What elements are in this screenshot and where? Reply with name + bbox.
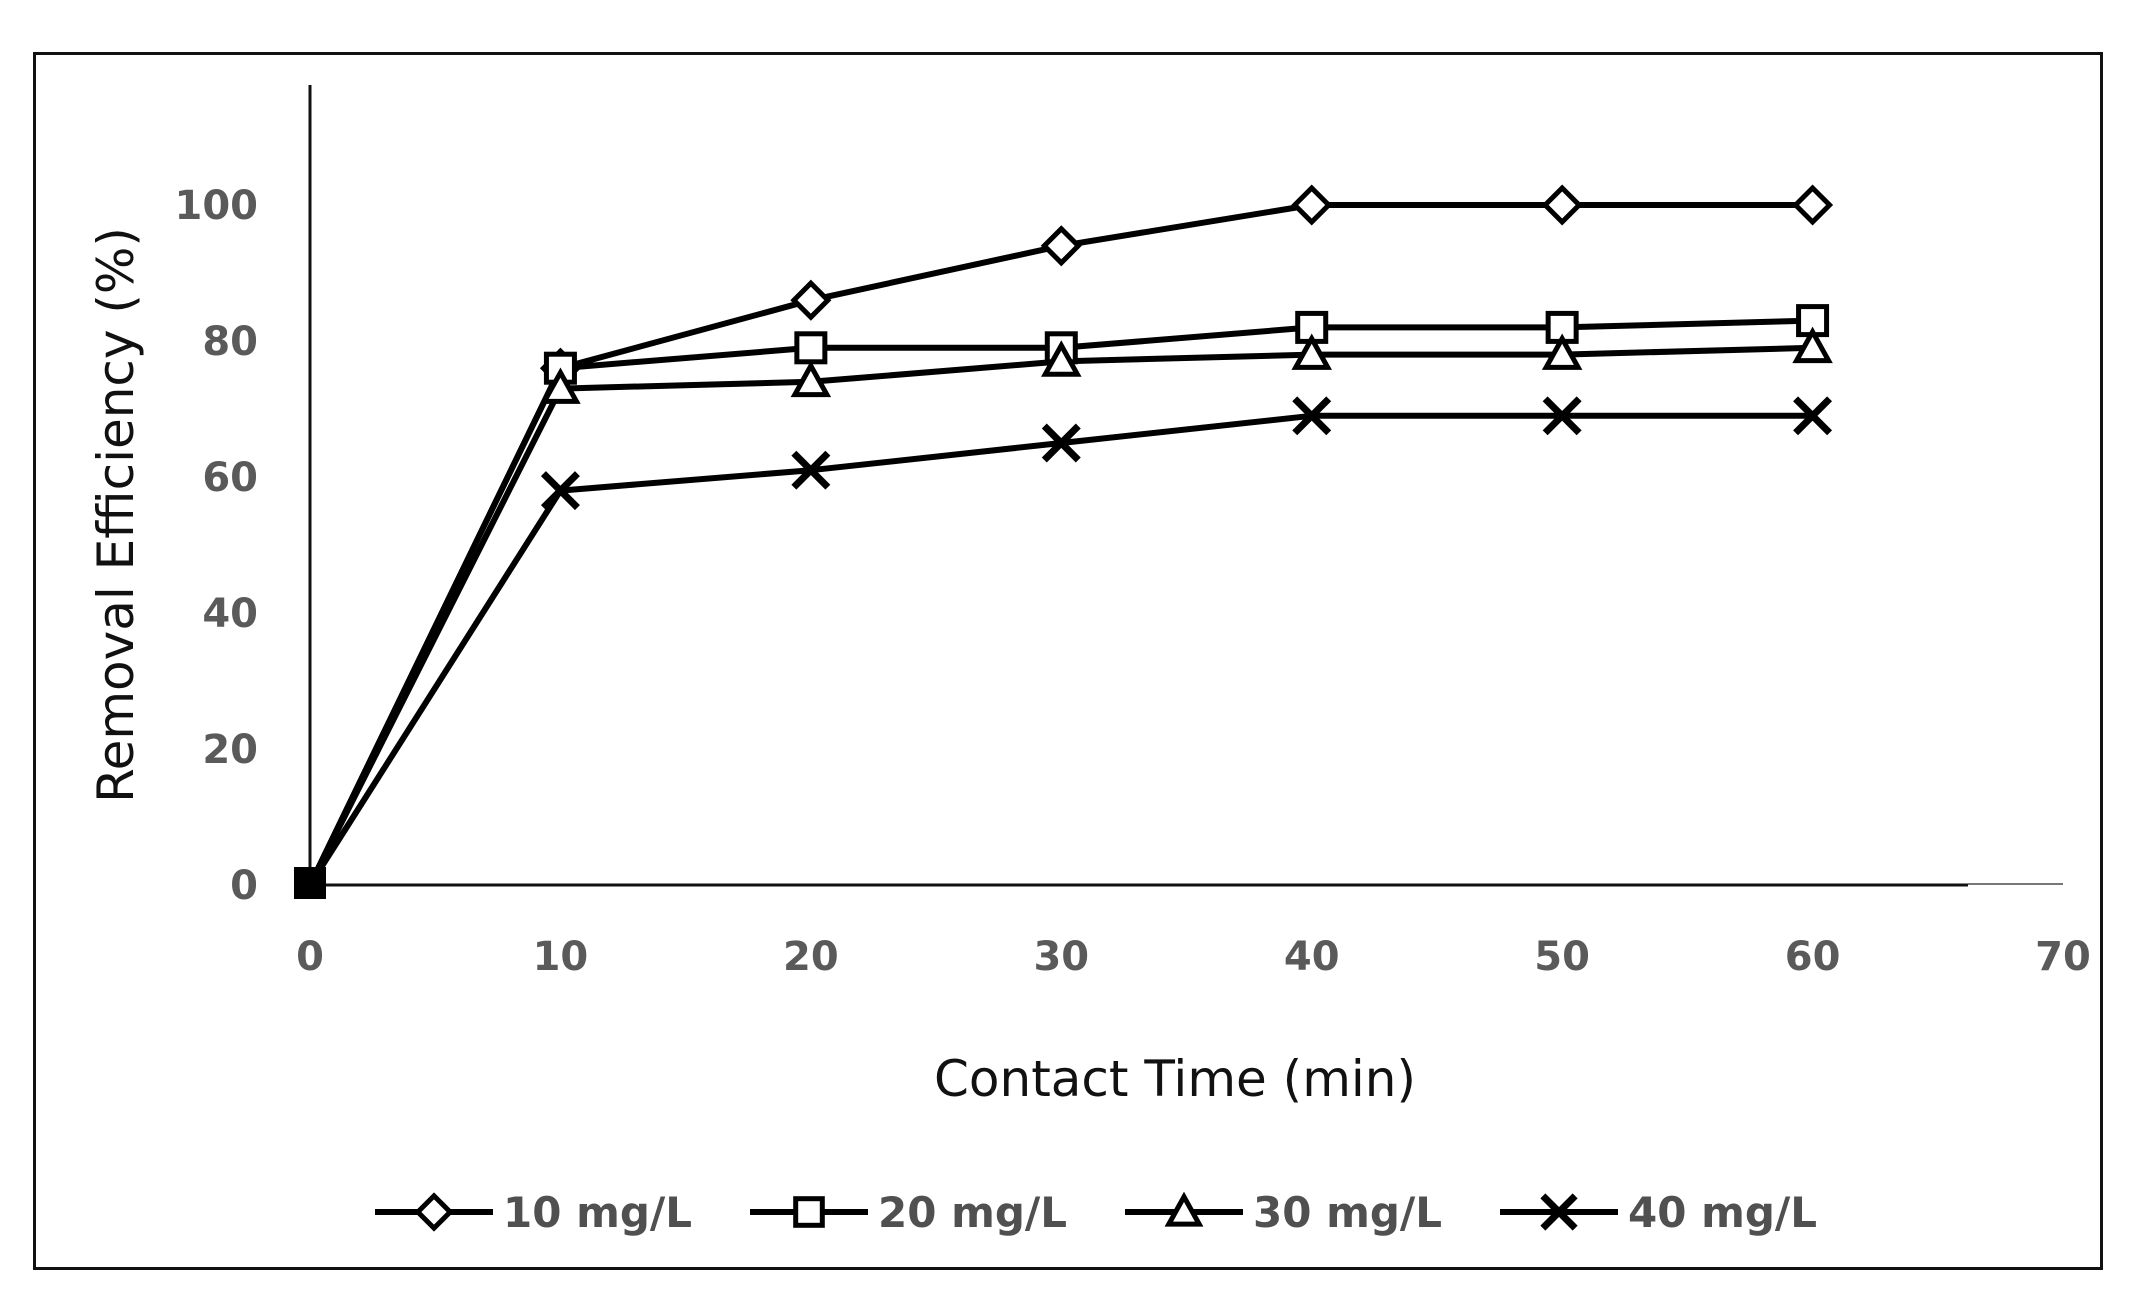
data-point (540, 471, 580, 511)
x-tick-label: 50 (1534, 934, 1590, 980)
legend-item-4: 40 mg/L (1500, 1188, 1817, 1237)
x-marker-stroke (1542, 396, 1582, 436)
axes (308, 85, 2063, 888)
data-point (540, 367, 581, 404)
legend-label: 30 mg/L (1253, 1188, 1442, 1237)
data-point (1541, 333, 1583, 370)
x-tick-label: 60 (1785, 934, 1841, 980)
x-axis-title: Contact Time (min) (934, 1050, 1416, 1108)
series-layer (294, 184, 1834, 899)
legend-marker (1540, 1193, 1578, 1231)
x-marker-stroke (1041, 423, 1081, 463)
x-tick-label: 20 (783, 934, 839, 980)
series-line-3 (307, 344, 1813, 887)
data-point (1292, 396, 1332, 436)
legend-marker (793, 1196, 825, 1228)
data-point (1291, 184, 1333, 226)
legend-label: 40 mg/L (1628, 1188, 1817, 1237)
legend-marker (414, 1192, 454, 1232)
x-tick-label: 10 (533, 934, 589, 980)
x-marker-stroke (1540, 1193, 1578, 1231)
data-point (1040, 225, 1082, 267)
x-tick-label: 40 (1284, 934, 1340, 980)
series-line-4 (307, 412, 1813, 887)
x-marker-stroke (1292, 396, 1332, 436)
legend-marker (1164, 1191, 1204, 1227)
series-line-1 (307, 202, 1813, 887)
y-tick-label: 0 (230, 863, 258, 909)
legend-item-1: 10 mg/L (375, 1188, 692, 1237)
x-tick-label: 70 (2035, 934, 2091, 980)
data-point (1792, 184, 1834, 226)
legend-item-2: 20 mg/L (750, 1188, 1067, 1237)
y-tick-label: 20 (202, 727, 258, 773)
data-point (1041, 340, 1082, 377)
tick-labels: 0 20 40 60 80 100 0 10 20 30 40 50 60 70 (175, 183, 2091, 980)
series-line-2 (307, 317, 1813, 887)
data-point (1792, 326, 1833, 364)
x-tick-label: 0 (296, 934, 324, 980)
legend-label: 20 mg/L (878, 1188, 1067, 1237)
data-point (1291, 333, 1332, 370)
y-tick-label: 80 (202, 319, 258, 365)
y-tick-label: 40 (202, 591, 258, 637)
x-tick-label: 30 (1033, 934, 1089, 980)
data-point (790, 360, 832, 398)
data-point (1541, 184, 1583, 226)
series-markers-3 (540, 326, 1833, 404)
x-marker-stroke (540, 471, 580, 511)
data-point (794, 331, 828, 365)
legend-item-3: 30 mg/L (1125, 1188, 1442, 1237)
data-point (791, 450, 831, 490)
data-point (790, 279, 832, 321)
origin-point (294, 867, 326, 899)
y-tick-label: 100 (175, 183, 259, 229)
legend-label: 10 mg/L (503, 1188, 692, 1237)
data-point (1542, 396, 1582, 436)
series-markers-4 (540, 396, 1833, 511)
y-axis-title: Removal Efficiency (%) (87, 227, 145, 803)
x-marker-stroke (791, 450, 831, 490)
data-point (1041, 423, 1081, 463)
x-marker-stroke (1793, 396, 1833, 436)
y-tick-label: 60 (202, 455, 258, 501)
legend: 10 mg/L 20 mg/L 30 mg/L 40 mg/L (375, 1188, 1817, 1237)
data-point (1793, 396, 1833, 436)
